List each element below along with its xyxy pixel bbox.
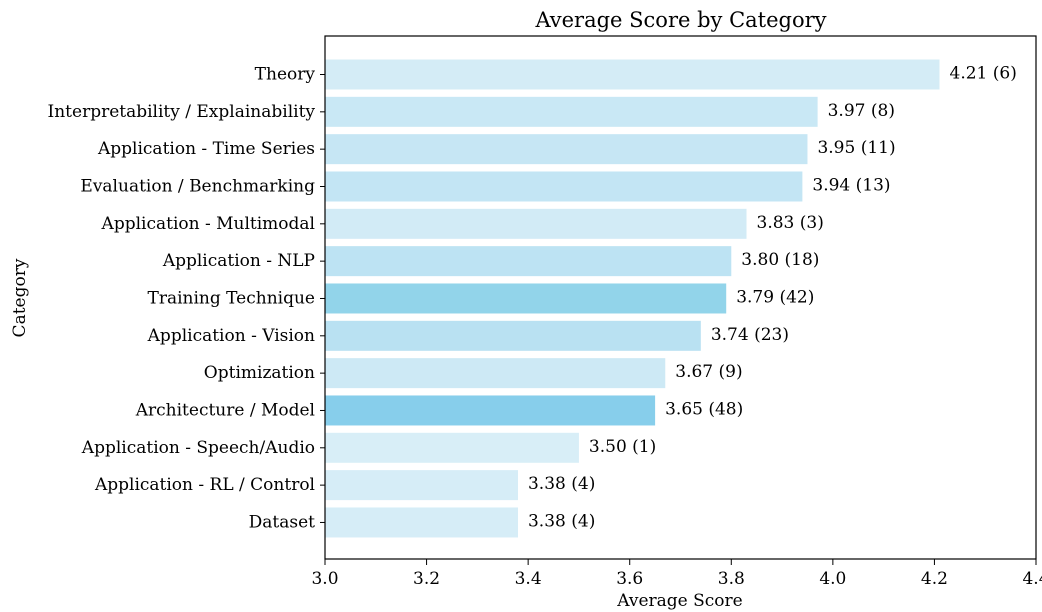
- category-label: Optimization: [204, 363, 315, 383]
- category-label: Architecture / Model: [135, 400, 315, 420]
- x-tick-label: 4.4: [1022, 569, 1042, 589]
- bar: [325, 358, 666, 389]
- data-label: 3.38 (4): [528, 511, 595, 531]
- bar: [325, 507, 518, 538]
- x-tick-label: 3.6: [616, 569, 643, 589]
- data-label: 3.95 (11): [817, 138, 895, 158]
- data-labels: 4.21 (6) 3.97 (8) 3.95 (11) 3.94 (13) 3.83 (…: [528, 64, 1017, 532]
- chart-title: Average Score by Category: [534, 8, 826, 32]
- y-axis-label: Category: [10, 258, 30, 337]
- data-label: 3.74 (23): [711, 325, 789, 345]
- bar: [325, 96, 818, 127]
- category-label: Training Technique: [148, 288, 316, 308]
- data-label: 3.65 (48): [665, 399, 743, 419]
- category-label: Evaluation / Benchmarking: [80, 176, 315, 196]
- data-label: 3.50 (1): [589, 437, 656, 457]
- bar: [325, 59, 940, 90]
- bar: [325, 171, 803, 202]
- bar: [325, 470, 518, 501]
- bar: [325, 320, 701, 351]
- category-tick-labels: Theory Interpretability / Explainability A…: [48, 65, 325, 532]
- plot-frame: [324, 35, 1037, 560]
- bar: [325, 283, 727, 314]
- data-label: 3.79 (42): [736, 287, 814, 307]
- bars-layer: [325, 59, 940, 538]
- category-label: Interpretability / Explainability: [48, 102, 316, 122]
- data-label: 3.38 (4): [528, 474, 595, 494]
- x-axis-label: Average Score: [616, 591, 742, 611]
- x-tick-label: 3.0: [311, 569, 338, 589]
- bar: [325, 246, 732, 277]
- category-label: Application - NLP: [162, 251, 315, 271]
- bar: [325, 208, 747, 239]
- x-axis-ticks: 3.0 3.2 3.4 3.6 3.8 4.0 4.2 4.4: [311, 559, 1042, 589]
- category-label: Application - Multimodal: [101, 214, 315, 234]
- data-label: 3.67 (9): [675, 362, 742, 382]
- category-label: Application - Speech/Audio: [81, 438, 315, 458]
- category-label: Application - RL / Control: [94, 475, 315, 495]
- data-label: 3.83 (3): [757, 213, 824, 233]
- x-tick-label: 4.2: [921, 569, 948, 589]
- x-tick-label: 3.4: [515, 569, 542, 589]
- x-tick-label: 4.0: [819, 569, 846, 589]
- category-label: Application - Time Series: [97, 139, 315, 159]
- data-label: 3.97 (8): [828, 101, 895, 121]
- bar: [325, 395, 656, 426]
- bar: [325, 134, 808, 165]
- data-label: 3.94 (13): [812, 175, 890, 195]
- data-label: 3.80 (18): [741, 250, 819, 270]
- category-label: Dataset: [249, 512, 316, 532]
- bar: [325, 432, 579, 463]
- category-label: Application - Vision: [147, 326, 315, 346]
- x-tick-label: 3.2: [413, 569, 440, 589]
- x-tick-label: 3.8: [718, 569, 745, 589]
- category-label: Theory: [255, 65, 316, 85]
- data-label: 4.21 (6): [950, 64, 1017, 84]
